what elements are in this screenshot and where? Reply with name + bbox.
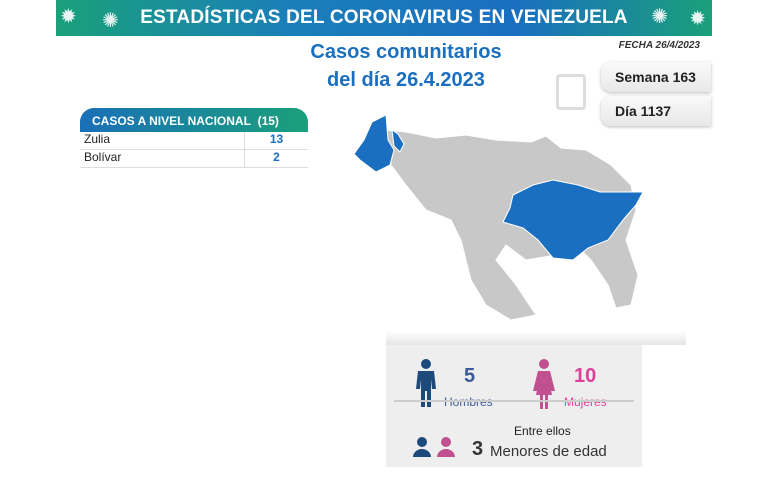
woman-icon: [533, 359, 555, 409]
infographic: ✹ ✺ ESTADÍSTICAS DEL CORONAVIRUS EN VENE…: [56, 0, 712, 481]
table-header-label: CASOS A NIVEL NACIONAL: [92, 114, 251, 128]
state-cases: 13: [244, 132, 308, 149]
title-line1: Casos comunitarios: [310, 41, 502, 63]
map-state-bolivar: [502, 179, 644, 261]
week-badge: Semana 163: [601, 62, 711, 92]
virus-icon: ✹: [689, 8, 706, 30]
demographics-panel: 5 Hombres 10 Mujeres Entre ellos 3 Menor…: [386, 331, 686, 467]
state-name: Zulia: [84, 132, 111, 146]
state-name: Bolívar: [84, 150, 122, 164]
banner: ✹ ✺ ESTADÍSTICAS DEL CORONAVIRUS EN VENE…: [56, 0, 712, 36]
page-title: Casos comunitarios del día 26.4.2023: [296, 38, 516, 94]
map-state-zulia: [353, 114, 395, 173]
minors-label: Menores de edad: [490, 443, 607, 460]
minors-icon: [413, 437, 455, 457]
banner-title: ESTADÍSTICAS DEL CORONAVIRUS EN VENEZUEL…: [140, 7, 628, 28]
day-badge: Día 1137: [601, 96, 711, 126]
virus-icon: ✺: [102, 10, 119, 32]
table-header: CASOS A NIVEL NACIONAL (15): [80, 108, 308, 132]
women-count: 10: [574, 365, 597, 387]
among-label: Entre ellos: [514, 424, 571, 438]
title-line2: del día 26.4.2023: [327, 69, 485, 91]
women-label: Mujeres: [564, 395, 607, 409]
venezuela-map: [353, 114, 644, 321]
table-row: Zulia 13: [80, 132, 308, 150]
table-total: (15): [257, 114, 279, 128]
date-label: FECHA 26/4/2023: [618, 40, 700, 51]
table-row: Bolívar 2: [80, 150, 308, 168]
panel-shadow: [386, 331, 686, 345]
cases-table: CASOS A NIVEL NACIONAL (15) Zulia 13 Bolí…: [80, 108, 308, 168]
men-count: 5: [464, 365, 476, 387]
man-icon: [416, 359, 436, 407]
divider: [394, 400, 634, 402]
minors-count: 3: [472, 438, 484, 460]
calendar-icon: [556, 74, 586, 110]
virus-icon: ✹: [60, 6, 77, 28]
men-label: Hombres: [444, 395, 493, 409]
state-cases: 2: [244, 150, 308, 167]
virus-icon: ✺: [651, 6, 668, 28]
map-state-zulia-east: [391, 128, 405, 153]
